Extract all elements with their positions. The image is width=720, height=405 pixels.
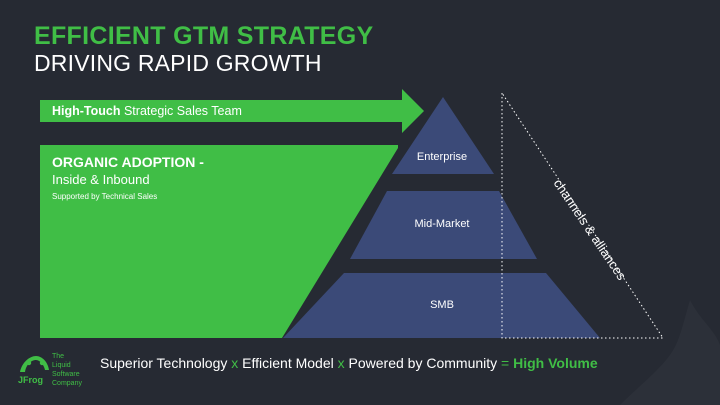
tier-label-enterprise: Enterprise	[416, 151, 468, 163]
high-touch-bold: High-Touch	[52, 104, 121, 118]
tagline-line: Company	[52, 380, 82, 387]
equation-result: High Volume	[513, 355, 598, 371]
organic-subtitle: Inside & Inbound	[52, 172, 150, 187]
pyramid-tier-mid-market	[350, 191, 537, 259]
pyramid-tier-smb	[283, 273, 600, 338]
equation-operator: x	[333, 355, 349, 371]
organic-adoption-region	[40, 145, 398, 338]
organic-note: Supported by Technical Sales	[52, 192, 158, 201]
tagline-line: Liquid	[52, 362, 71, 369]
tier-label-mid-market: Mid-Market	[414, 218, 470, 230]
logo-tagline: The Liquid Software Company	[52, 352, 102, 388]
high-touch-arrow	[40, 89, 424, 133]
equation-term-model: Efficient Model	[242, 355, 334, 371]
tagline-line: The	[52, 353, 65, 360]
equation-operator: x	[227, 355, 243, 371]
jfrog-logo-icon	[20, 356, 49, 372]
high-touch-rest: Strategic Sales Team	[120, 104, 242, 118]
channels-dotted-outline	[501, 92, 664, 339]
slide-title: EFFICIENT GTM STRATEGY	[34, 22, 374, 50]
logo-name: JFrog	[18, 375, 44, 385]
value-equation: Superior Technology x Efficient Model x …	[100, 355, 598, 371]
equation-term-community: Powered by Community	[348, 355, 498, 371]
equation-term-technology: Superior Technology	[100, 355, 228, 371]
equation-operator: =	[497, 355, 514, 371]
organic-title: ORGANIC ADOPTION -	[52, 154, 204, 170]
frog-watermark-icon	[620, 300, 720, 405]
tier-label-smb: SMB	[430, 299, 454, 311]
pyramid-tier-enterprise	[392, 97, 494, 174]
slide-subtitle: DRIVING RAPID GROWTH	[34, 50, 322, 76]
high-touch-label: High-Touch Strategic Sales Team	[52, 104, 242, 118]
tagline-line: Software	[52, 371, 80, 378]
